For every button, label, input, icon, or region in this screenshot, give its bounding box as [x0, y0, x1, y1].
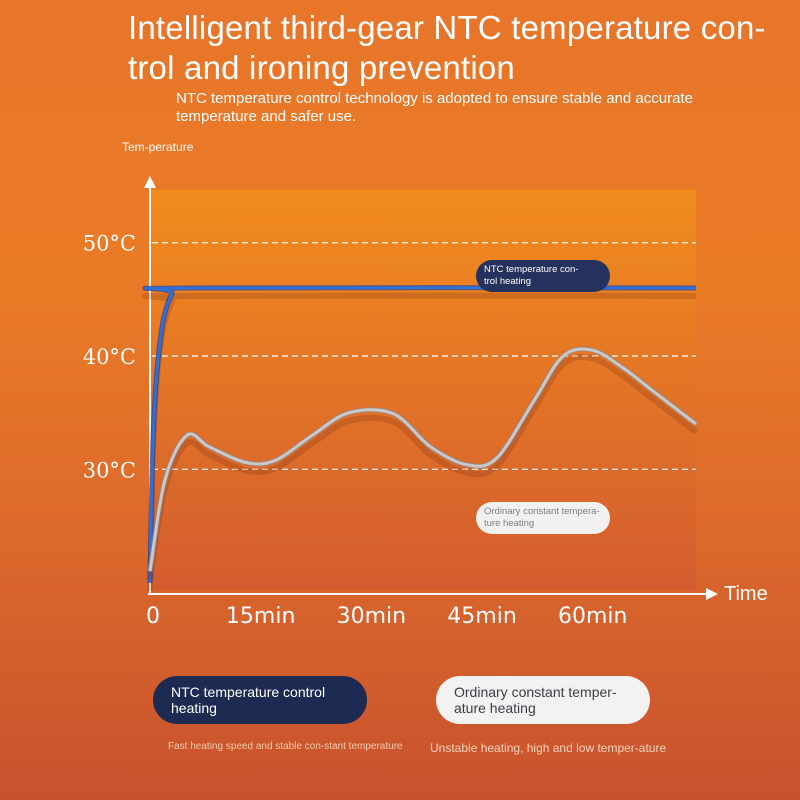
y-tick-label: 40°C: [83, 345, 136, 369]
plot-area: [150, 190, 696, 590]
y-tick-label: 50°C: [83, 232, 136, 256]
ordinary-callout-box: [476, 502, 610, 534]
y-tick-label: 30°C: [83, 458, 136, 482]
ntc-callout-box: [476, 260, 610, 292]
y-axis-arrow: [144, 176, 156, 188]
ntc-legend-label: NTC temperature control heating: [171, 684, 326, 716]
ordinary-series-line: [148, 347, 697, 572]
x-tick-label: 30min: [337, 604, 406, 629]
x-axis-label: Time: [724, 583, 768, 605]
ordinary-legend-button: Ordinary constant temper-ature heating: [436, 676, 650, 724]
ordinary-legend-description: Unstable heating, high and low temper-at…: [430, 741, 667, 755]
x-tick-label: 45min: [447, 604, 516, 629]
x-tick-label: 0: [146, 604, 160, 629]
page-subtitle: NTC temperature control technology is ad…: [176, 90, 693, 125]
ordinary-callout-label: Ordinary constant tempera-ture heating: [484, 506, 600, 529]
ordinary-legend-label: Ordinary constant temper-ature heating: [454, 684, 617, 716]
ntc-series-line: [143, 286, 697, 583]
ntc-legend-button: NTC temperature control heating: [153, 676, 367, 724]
x-tick-label: 60min: [558, 604, 627, 629]
ntc-legend-description: Fast heating speed and stable con-stant …: [168, 741, 403, 752]
page-title: Intelligent third-gear NTC temperature c…: [128, 9, 766, 86]
x-tick-label: 15min: [226, 604, 295, 629]
x-axis-arrow: [706, 588, 718, 600]
ordinary-series-line-shadow: [147, 354, 698, 580]
ntc-callout-label: NTC temperature con-trol heating: [484, 264, 579, 287]
y-axis-label: Tem-perature: [122, 140, 194, 154]
